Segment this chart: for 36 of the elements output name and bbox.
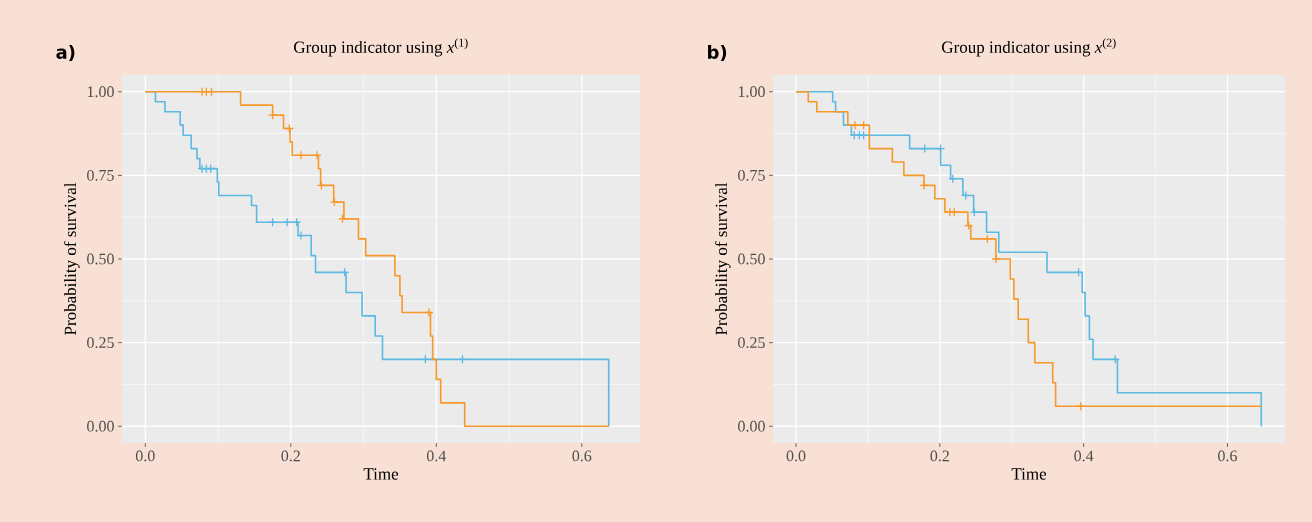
y-tick-label: 0.00 <box>87 420 114 432</box>
text: a) <box>56 44 75 61</box>
x-tick-label: 0.4 <box>1074 450 1094 462</box>
y-axis-title: Probability of survival <box>714 182 731 335</box>
y-tick-label: 0.75 <box>87 169 114 181</box>
y-axis-title: Probability of survival <box>63 182 80 335</box>
x-tick-label: 0.0 <box>786 450 806 462</box>
y-tick-label: 0.75 <box>738 169 765 181</box>
x-tick-label: 0.4 <box>426 450 447 462</box>
chart-title: Group indicator using x$^{(1)}$ <box>294 38 468 57</box>
point <box>850 120 860 130</box>
y-tick-label: 0.00 <box>738 420 765 432</box>
point <box>296 150 306 160</box>
y-tick-label: 0.25 <box>87 337 114 349</box>
x-axis-title: Time <box>363 468 399 480</box>
point <box>296 230 306 241</box>
y-tick-label: 0.50 <box>738 253 765 265</box>
point <box>424 307 434 318</box>
chart-title: Group indicator using x$^{(2)}$ <box>942 38 1116 57</box>
y-tick-label: 1.00 <box>738 86 765 98</box>
point <box>991 254 1001 264</box>
x-tick-label: 0.6 <box>1218 450 1237 462</box>
x-tick-label: 0.0 <box>135 450 155 462</box>
text: b) <box>708 44 727 62</box>
x-tick-label: 0.6 <box>572 450 592 462</box>
y-tick-label: 0.50 <box>87 253 114 265</box>
point <box>982 234 992 244</box>
x-tick-label: 0.2 <box>930 450 949 462</box>
point <box>312 150 322 160</box>
x-axis-title: Time <box>1011 468 1047 480</box>
x-tick-label: 0.2 <box>281 450 300 462</box>
y-tick-label: 0.25 <box>738 337 765 349</box>
y-tick-label: 1.00 <box>87 86 114 98</box>
point <box>267 110 278 120</box>
point <box>329 197 340 207</box>
point <box>919 180 929 191</box>
